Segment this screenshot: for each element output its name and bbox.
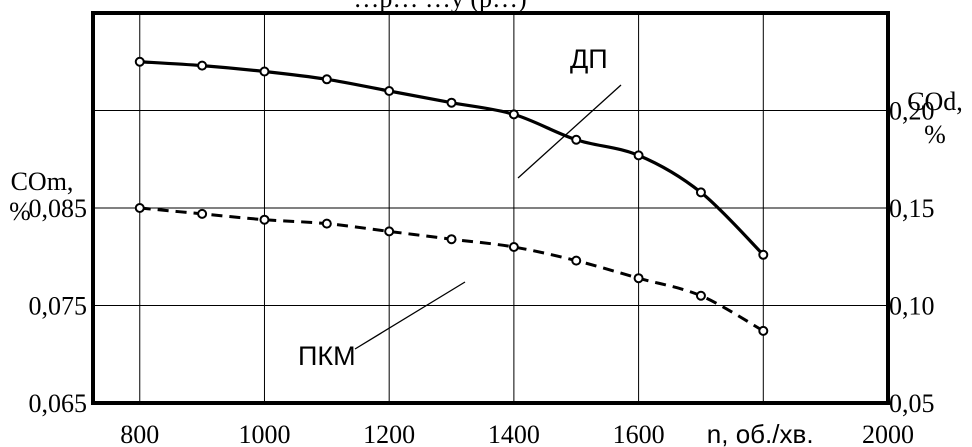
data-point [446, 234, 457, 245]
data-point [384, 226, 395, 237]
data-point [197, 60, 208, 71]
leader-line-dp [517, 84, 622, 179]
data-point [446, 97, 457, 108]
data-point [571, 134, 582, 145]
left-y-tick-label: 0,075 [29, 292, 88, 321]
x-tick-labels: 800 1000 1200 1400 1600 n, об./хв. 2000 [120, 419, 914, 447]
x-tick-label: 1200 [363, 420, 415, 447]
data-point [758, 325, 769, 336]
right-y-tick-label: 0,05 [889, 389, 935, 418]
plot-frame [91, 11, 890, 405]
data-point [758, 249, 769, 260]
data-point [134, 203, 145, 213]
left-y-tick-label: 0,065 [29, 389, 88, 418]
series-line-dp [139, 60, 765, 256]
data-point [259, 214, 270, 225]
series-label-pkm: ПКМ [298, 341, 356, 371]
data-point [321, 74, 332, 85]
grid [93, 12, 888, 403]
series-layer [134, 56, 769, 336]
x-tick-label: n, об./хв. [707, 419, 814, 447]
data-point [197, 208, 208, 219]
x-tick-label: 2000 [862, 420, 914, 447]
x-tick-label: 1000 [238, 420, 290, 447]
right-axis-unit: % [924, 120, 946, 149]
chart-title: …р… …у (р…) [353, 0, 526, 13]
right-y-tick-label: 0,20 [889, 97, 935, 126]
data-point [321, 218, 332, 229]
data-point [384, 86, 395, 96]
right-y-tick-label: 0,15 [889, 194, 935, 223]
left-axis-unit: % [9, 197, 31, 226]
series-line-pkm [139, 206, 765, 333]
data-point [633, 150, 644, 161]
data-point [695, 290, 706, 301]
data-point [508, 242, 519, 252]
right-y-tick-label: 0,10 [889, 292, 935, 321]
data-point [695, 187, 706, 198]
left-axis-label: COm, [11, 167, 74, 196]
data-point [508, 109, 519, 120]
left-y-tick-labels: 0,085 0,075 0,065 [29, 194, 88, 418]
x-tick-label: 1400 [488, 420, 540, 447]
x-tick-label: 1600 [613, 420, 665, 447]
x-tick-label: 800 [120, 420, 159, 447]
series-label-dp: ДП [570, 44, 608, 74]
right-y-tick-labels: 0,20 0,15 0,10 0,05 [889, 97, 935, 419]
right-axis-label: COd, [907, 87, 963, 116]
data-point [134, 56, 145, 67]
data-point [633, 273, 644, 284]
data-point [571, 255, 582, 266]
left-y-tick-label: 0,085 [29, 194, 88, 223]
data-point [259, 66, 270, 77]
leader-line-pkm [354, 281, 466, 350]
